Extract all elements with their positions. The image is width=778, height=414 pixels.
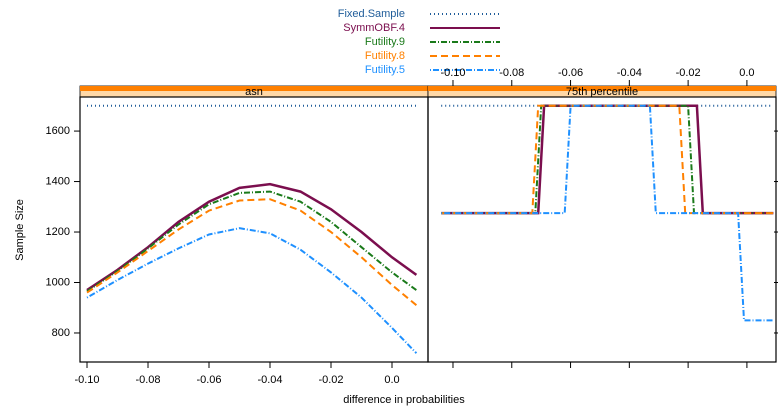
x-tick-label-top: -0.04	[617, 67, 642, 79]
series-line	[441, 104, 774, 215]
legend-label: SymmOBF.4	[343, 22, 405, 34]
legend-label: Futility.9	[365, 36, 405, 48]
panel-frame	[427, 96, 777, 363]
x-tick-label: -0.10	[74, 374, 99, 386]
x-tick-label: -0.02	[318, 374, 343, 386]
x-tick-label: -0.06	[196, 374, 221, 386]
series-line	[86, 190, 417, 293]
y-tick-label: 800	[52, 327, 70, 339]
x-tick-label: -0.04	[257, 374, 282, 386]
x-tick-label: 0.0	[384, 374, 399, 386]
x-tick-label-top: -0.06	[558, 67, 583, 79]
series-line	[86, 198, 418, 306]
legend-label: Futility.5	[365, 64, 405, 76]
x-axis-label: difference in probabilities	[343, 394, 465, 406]
legend-label: Futility.8	[365, 50, 405, 62]
x-tick-label-top: -0.08	[499, 67, 524, 79]
x-tick-label-top: 0.0	[739, 67, 754, 79]
series-line	[441, 104, 774, 215]
strip-bar	[80, 86, 428, 91]
y-tick-label: 1000	[46, 276, 70, 288]
y-tick-label: 1200	[46, 226, 70, 238]
strip-label: asn	[245, 86, 263, 98]
series-line	[441, 104, 774, 215]
x-tick-label: -0.08	[135, 374, 160, 386]
series-line	[441, 104, 774, 322]
legend-label: Fixed.Sample	[338, 8, 405, 20]
y-tick-label: 1600	[46, 125, 70, 137]
x-tick-label-top: -0.10	[440, 67, 465, 79]
series-line	[86, 227, 418, 354]
y-tick-label: 1400	[46, 175, 70, 187]
strip-bar	[428, 86, 776, 91]
panel-frame	[79, 96, 429, 363]
strip-label: 75th percentile	[566, 86, 638, 98]
y-axis-label: Sample Size	[14, 199, 26, 261]
x-tick-label-top: -0.02	[676, 67, 701, 79]
